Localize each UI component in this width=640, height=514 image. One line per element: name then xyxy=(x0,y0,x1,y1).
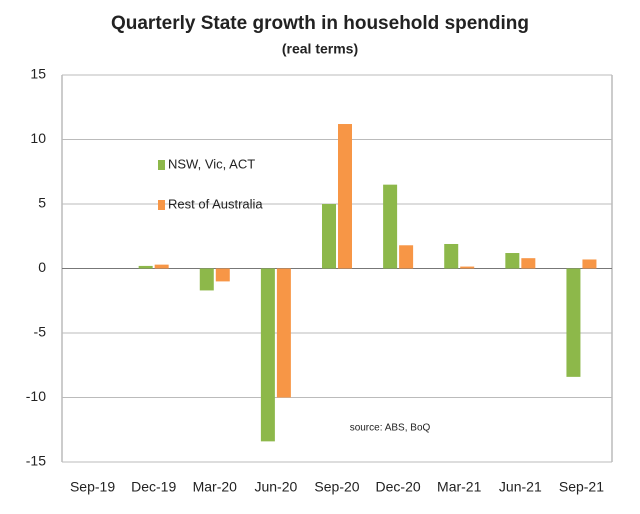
x-tick-label: Jun-20 xyxy=(254,479,297,495)
bar xyxy=(138,265,153,269)
source-note: source: ABS, BoQ xyxy=(350,423,431,434)
bar xyxy=(260,268,275,442)
bar xyxy=(521,258,536,269)
x-tick-label: Jun-21 xyxy=(499,479,542,495)
x-tick-label: Dec-20 xyxy=(376,479,421,495)
legend-swatch xyxy=(158,200,165,210)
legend-label: NSW, Vic, ACT xyxy=(168,156,255,171)
bar xyxy=(154,264,169,269)
x-tick-label: Sep-20 xyxy=(314,479,359,495)
x-tick-label: Mar-20 xyxy=(193,479,238,495)
bar xyxy=(582,259,597,269)
bar xyxy=(383,184,398,269)
x-tick-label: Sep-21 xyxy=(559,479,604,495)
y-tick-label: 10 xyxy=(30,130,46,146)
bar xyxy=(215,268,230,282)
bar xyxy=(399,245,414,269)
y-tick-label: -10 xyxy=(26,388,46,404)
y-tick-label: 0 xyxy=(38,259,46,275)
bar xyxy=(338,124,352,269)
bar xyxy=(276,268,291,398)
x-tick-label: Mar-21 xyxy=(437,479,482,495)
bar xyxy=(444,243,459,269)
y-tick-label: -5 xyxy=(34,324,47,340)
y-tick-label: -15 xyxy=(26,453,46,469)
bar xyxy=(460,266,475,269)
x-tick-label: Dec-19 xyxy=(131,479,176,495)
bar xyxy=(322,204,336,269)
chart-title: Quarterly State growth in household spen… xyxy=(111,13,529,34)
legend-label: Rest of Australia xyxy=(168,196,263,211)
y-tick-label: 15 xyxy=(30,66,46,82)
x-tick-label: Sep-19 xyxy=(70,479,115,495)
bar xyxy=(505,253,520,269)
y-tick-label: 5 xyxy=(38,195,46,211)
legend-swatch xyxy=(158,160,165,170)
chart-subtitle: (real terms) xyxy=(282,41,358,57)
bar xyxy=(199,268,214,291)
bar xyxy=(566,268,581,377)
